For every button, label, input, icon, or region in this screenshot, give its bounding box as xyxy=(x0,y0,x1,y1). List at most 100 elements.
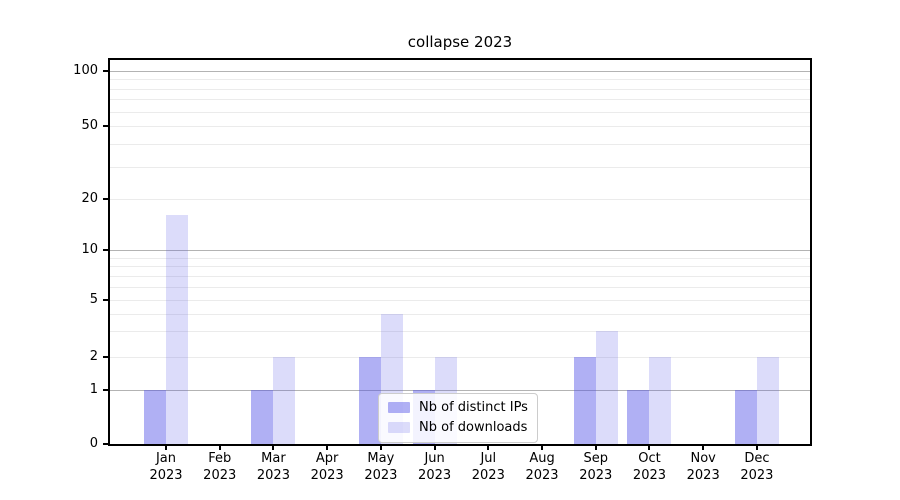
bar-nb-of-downloads-sep xyxy=(595,331,618,444)
bar-nb-of-downloads-jan xyxy=(166,215,188,444)
bar-nb-of-downloads-oct xyxy=(649,356,672,444)
gridline-minor xyxy=(110,99,810,101)
x-tick-month: Jun xyxy=(424,451,445,466)
y-tick-label: 2 xyxy=(89,348,98,364)
gridline-minor xyxy=(110,266,810,268)
x-tick-mark xyxy=(165,444,167,450)
x-tick-label-dec: Dec 2023 xyxy=(727,450,787,484)
x-tick-mark xyxy=(379,444,382,450)
y-tick-label: 50 xyxy=(81,118,98,133)
x-tick-label-feb: Feb 2023 xyxy=(190,450,250,484)
y-tick-label: 10 xyxy=(81,242,98,257)
x-tick-mark xyxy=(218,444,221,450)
x-tick-year: 2023 xyxy=(579,468,613,483)
y-tick-mark xyxy=(103,198,110,200)
x-tick-month: Jul xyxy=(480,451,497,466)
bar-nb-of-distinct-ips-mar xyxy=(251,389,274,444)
x-tick-label-nov: Nov 2023 xyxy=(673,450,733,484)
x-tick-mark xyxy=(755,444,758,450)
x-tick-month: Sep xyxy=(583,451,608,466)
x-tick-year: 2023 xyxy=(256,468,290,483)
y-tick-label: 5 xyxy=(89,292,98,307)
y-tick-mark xyxy=(103,355,110,358)
x-tick-year: 2023 xyxy=(310,468,344,483)
legend-item: Nb of distinct IPs xyxy=(388,399,528,416)
x-tick-mark xyxy=(272,444,275,450)
gridline-minor xyxy=(110,356,810,358)
x-tick-month: Mar xyxy=(261,451,286,466)
y-tick-mark xyxy=(103,299,110,301)
bar-nb-of-distinct-ips-sep xyxy=(573,356,596,444)
y-tick-label: 100 xyxy=(73,63,98,78)
x-tick-mark xyxy=(487,444,490,450)
bar-nb-of-distinct-ips-may xyxy=(358,356,381,444)
x-tick-year: 2023 xyxy=(525,468,559,483)
y-tick-mark xyxy=(103,443,110,445)
x-tick-year: 2023 xyxy=(740,468,774,483)
gridline-minor xyxy=(110,111,810,113)
x-tick-label-jan: Jan 2023 xyxy=(136,450,196,484)
x-tick-month: Feb xyxy=(208,451,232,466)
gridline-minor xyxy=(110,257,810,259)
x-tick-month: Apr xyxy=(315,451,339,466)
x-tick-mark xyxy=(702,444,705,450)
gridline-minor xyxy=(110,166,810,168)
x-tick-year: 2023 xyxy=(632,468,667,483)
x-tick-year: 2023 xyxy=(686,468,720,483)
gridline-minor xyxy=(110,199,810,200)
y-tick-label: 0 xyxy=(89,436,98,451)
x-tick-month: Dec xyxy=(744,451,770,466)
y-tick-mark xyxy=(103,70,110,72)
legend-item-label: Nb of distinct IPs xyxy=(419,400,528,415)
bar-nb-of-distinct-ips-jan xyxy=(144,389,166,444)
bar-nb-of-downloads-mar xyxy=(273,356,296,444)
x-tick-mark xyxy=(594,444,597,450)
x-tick-label-jul: Jul 2023 xyxy=(458,450,518,484)
x-tick-year: 2023 xyxy=(203,468,237,483)
x-tick-month: Nov xyxy=(690,451,716,466)
x-tick-year: 2023 xyxy=(471,468,505,483)
gridline-minor xyxy=(110,313,810,315)
y-tick-label: 1 xyxy=(89,381,98,397)
gridline-minor xyxy=(110,126,810,127)
y-tick-mark xyxy=(103,388,110,391)
x-tick-year: 2023 xyxy=(149,468,183,483)
x-tick-month: Aug xyxy=(529,451,555,466)
bar-nb-of-downloads-dec xyxy=(756,356,779,444)
x-tick-mark xyxy=(648,444,651,450)
chart-title: collapse 2023 xyxy=(407,33,513,51)
gridline-minor xyxy=(110,275,810,277)
x-tick-label-oct: Oct 2023 xyxy=(619,450,679,484)
x-tick-month: May xyxy=(367,451,395,466)
bar-nb-of-distinct-ips-dec xyxy=(734,389,757,444)
gridline-major xyxy=(110,250,810,251)
y-tick-label: 20 xyxy=(81,191,98,206)
gridline-major xyxy=(110,389,810,391)
y-tick-mark xyxy=(103,125,110,127)
x-tick-month: Jan xyxy=(155,451,177,466)
gridline-minor xyxy=(110,143,810,145)
legend-item: Nb of downloads xyxy=(388,419,528,436)
gridline-minor xyxy=(110,79,810,81)
x-tick-label-mar: Mar 2023 xyxy=(243,450,303,484)
gridline-major xyxy=(110,71,810,72)
legend: Nb of distinct IPs Nb of downloads xyxy=(378,393,538,443)
x-tick-label-aug: Aug 2023 xyxy=(512,450,572,484)
y-tick-mark xyxy=(103,249,110,251)
x-tick-label-apr: Apr 2023 xyxy=(297,450,357,484)
x-tick-year: 2023 xyxy=(364,468,398,483)
plot-area xyxy=(110,60,810,444)
bar-nb-of-distinct-ips-oct xyxy=(627,389,650,444)
gridline-minor xyxy=(110,286,810,288)
legend-item-label: Nb of downloads xyxy=(419,420,528,435)
legend-swatch xyxy=(388,402,410,413)
x-tick-month: Oct xyxy=(638,451,661,466)
gridline-minor xyxy=(110,331,810,333)
x-tick-label-sep: Sep 2023 xyxy=(566,450,626,484)
x-tick-label-jun: Jun 2023 xyxy=(405,450,465,484)
x-tick-year: 2023 xyxy=(418,468,452,483)
legend-swatch xyxy=(388,422,410,433)
x-tick-mark xyxy=(326,444,329,450)
x-tick-mark xyxy=(433,444,436,450)
